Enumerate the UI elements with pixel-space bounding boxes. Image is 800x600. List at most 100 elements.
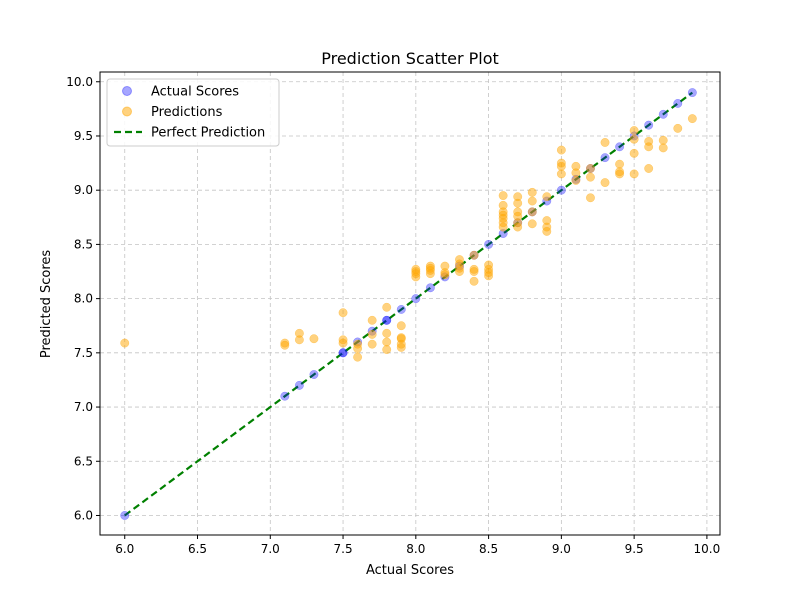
prediction-point (687, 114, 697, 124)
prediction-point (527, 196, 537, 206)
legend-marker-predictions (122, 106, 132, 117)
actual-score-point (644, 120, 654, 130)
x-tick-label: 6.5 (188, 542, 207, 556)
prediction-point (455, 255, 464, 265)
prediction-point (629, 134, 639, 144)
prediction-point (425, 261, 435, 271)
prediction-point (571, 175, 581, 185)
prediction-point (571, 161, 581, 171)
prediction-point (382, 328, 392, 338)
prediction-point (600, 178, 610, 188)
y-tick-label: 6.0 (74, 508, 93, 522)
actual-score-point (425, 283, 435, 293)
prediction-point (338, 338, 348, 348)
x-tick-label: 6.0 (115, 542, 134, 556)
prediction-point (527, 207, 537, 217)
prediction-point (353, 352, 363, 362)
actual-score-point (120, 511, 130, 520)
axis-ticks: 6.0 6.5 7.0 7.5 8.0 8.5 9.0 9.5 10.0 6.0 6.5 7.0 7.5… (66, 75, 720, 556)
y-tick-label: 6.5 (74, 454, 93, 468)
actual-score-point (280, 391, 290, 401)
prediction-point (673, 123, 683, 133)
actual-score-point (382, 315, 392, 325)
legend-label: Perfect Prediction (151, 126, 265, 141)
y-axis-label: Predicted Scores (39, 250, 54, 359)
prediction-point (644, 136, 654, 146)
prediction-point (615, 167, 625, 177)
prediction-point (498, 191, 508, 201)
prediction-point (542, 216, 552, 226)
prediction-point (556, 145, 566, 155)
chart-title: Prediction Scatter Plot (321, 49, 499, 68)
prediction-point (367, 329, 377, 339)
prediction-point (629, 148, 639, 158)
prediction-point (556, 169, 566, 179)
prediction-point (382, 345, 392, 355)
actual-score-point (338, 348, 348, 358)
prediction-point (600, 138, 610, 147)
prediction-point (294, 328, 304, 338)
actual-score-point (556, 185, 566, 195)
prediction-point (120, 338, 130, 348)
x-tick-label: 8.5 (479, 542, 498, 556)
plot-frame (99, 71, 721, 536)
prediction-point (382, 302, 392, 312)
prediction-point (440, 261, 450, 271)
prediction-point (396, 333, 406, 343)
prediction-point (527, 187, 537, 197)
actual-score-point (382, 315, 392, 325)
prediction-point (629, 126, 639, 136)
prediction-point (367, 339, 377, 349)
x-tick-label: 9.5 (625, 542, 644, 556)
prediction-point (338, 308, 348, 318)
prediction-point (527, 219, 537, 229)
prediction-point (658, 143, 668, 153)
y-tick-label: 7.5 (74, 346, 93, 360)
y-tick-label: 7.0 (74, 400, 93, 414)
prediction-point (513, 207, 523, 217)
plot-marks (120, 88, 697, 520)
y-tick-label: 9.5 (74, 129, 93, 143)
prediction-point (382, 337, 392, 347)
actual-score-point (484, 239, 494, 249)
legend: Actual Scores Predictions Perfect Predicti… (106, 78, 280, 147)
actual-score-point (309, 370, 319, 379)
legend-box (106, 78, 280, 147)
prediction-point (586, 172, 595, 182)
legend-marker-actual-scores (122, 86, 132, 96)
prediction-point (615, 159, 625, 169)
grid (100, 72, 720, 535)
prediction-point (411, 264, 421, 274)
actual-score-point (294, 380, 304, 390)
y-tick-label: 10.0 (66, 75, 93, 89)
prediction-point (309, 334, 319, 344)
legend-label: Predictions (151, 105, 223, 120)
y-tick-label: 8.0 (74, 292, 93, 306)
prediction-point (658, 135, 668, 145)
x-tick-label: 8.0 (406, 542, 425, 556)
prediction-point (556, 158, 566, 168)
actual-score-point (658, 109, 668, 119)
actual-score-point (600, 153, 610, 163)
y-tick-label: 9.0 (74, 183, 93, 197)
actual-score-point (411, 294, 421, 304)
x-tick-label: 7.5 (334, 542, 353, 556)
prediction-point (629, 169, 639, 179)
prediction-point (367, 315, 377, 325)
actual-score-point (338, 348, 348, 358)
y-tick-label: 8.5 (74, 237, 93, 251)
prediction-point (513, 192, 523, 202)
prediction-point (586, 193, 595, 203)
prediction-point (280, 338, 290, 348)
x-tick-label: 7.0 (261, 542, 280, 556)
actual-score-point (687, 88, 697, 98)
x-tick-label: 9.0 (552, 542, 571, 556)
legend-label: Actual Scores (151, 85, 239, 100)
prediction-point (644, 164, 654, 173)
actual-score-point (615, 142, 625, 152)
prediction-point (484, 260, 494, 270)
prediction-point (542, 192, 552, 202)
x-axis-label: Actual Scores (366, 563, 454, 578)
prediction-point (586, 164, 595, 173)
